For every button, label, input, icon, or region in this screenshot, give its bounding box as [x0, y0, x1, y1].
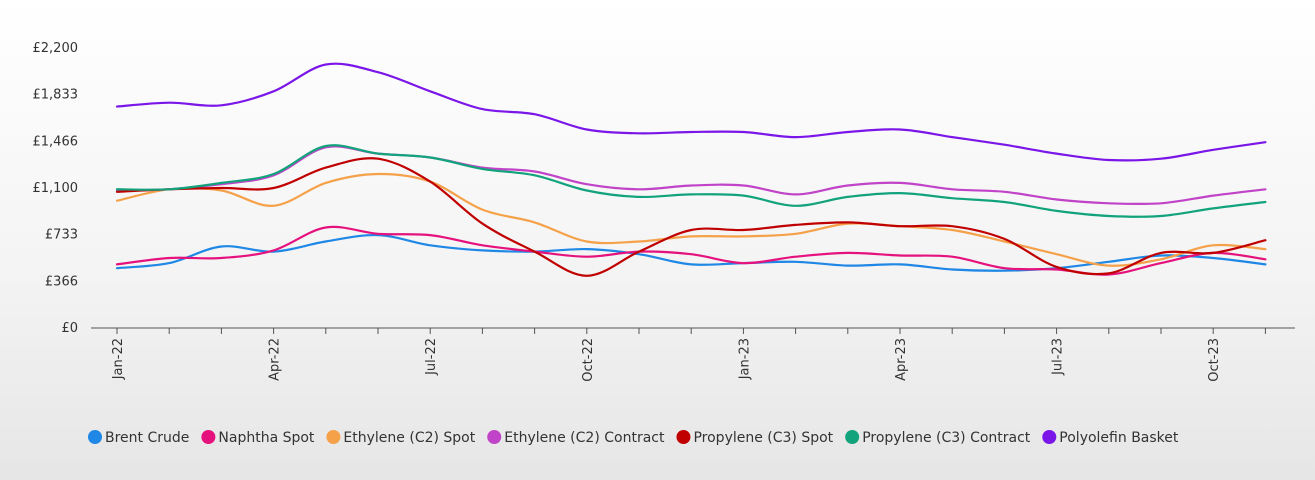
legend-marker: [1042, 430, 1057, 444]
series-line-6: [115, 144, 1267, 218]
legend-label: Naphtha Spot: [218, 430, 315, 446]
y-tick-label: £2,200: [33, 41, 79, 56]
legend-label: Propylene (C3) Contract: [862, 430, 1031, 446]
series-line-3: [115, 172, 1267, 267]
legend-label: Polyolefin Basket: [1059, 430, 1179, 446]
series-line-5: [115, 157, 1267, 277]
legend-label: Brent Crude: [105, 430, 189, 446]
x-axis: Jan-22 Apr-22 Jul-22 Oct-22 Jan-23 Apr-23 Jul-…: [91, 327, 1295, 382]
y-tick-label: £0: [61, 321, 78, 336]
legend-marker: [326, 430, 341, 444]
series-line-2: [115, 225, 1267, 276]
x-tick-label: Jul-22: [424, 338, 439, 376]
legend-marker: [88, 430, 102, 444]
y-axis: £0 £366 £733 £1,100 £1,466 £1,833 £2,200: [33, 41, 79, 336]
x-tick-label: Apr-23: [894, 338, 909, 381]
y-tick-label: £733: [45, 228, 78, 243]
series-line-1: [115, 233, 1267, 272]
x-tick-label: Oct-22: [581, 338, 596, 382]
x-tick-label: Jan-23: [737, 338, 752, 380]
y-tick-label: £366: [45, 274, 78, 289]
y-tick-label: £1,100: [33, 181, 79, 196]
x-tick-label: Apr-22: [268, 338, 283, 381]
legend-marker: [845, 430, 860, 444]
series-line-7: [115, 62, 1267, 162]
x-tick-label: Oct-23: [1207, 338, 1222, 382]
legend-marker: [676, 430, 691, 444]
legend-marker: [201, 430, 216, 444]
legend: Brent Crude Naphtha Spot Ethylene (C2) Spo…: [88, 430, 1179, 446]
legend-label: Ethylene (C2) Spot: [343, 430, 475, 446]
x-tick-label: Jul-23: [1051, 338, 1066, 376]
y-tick-label: £1,833: [33, 88, 79, 103]
legend-label: Ethylene (C2) Contract: [504, 430, 665, 446]
y-tick-label: £1,466: [33, 134, 79, 149]
series-lines: [115, 62, 1267, 277]
x-tick-label: Jan-22: [111, 338, 126, 380]
legend-label: Propylene (C3) Spot: [693, 430, 833, 446]
legend-marker: [487, 430, 502, 444]
